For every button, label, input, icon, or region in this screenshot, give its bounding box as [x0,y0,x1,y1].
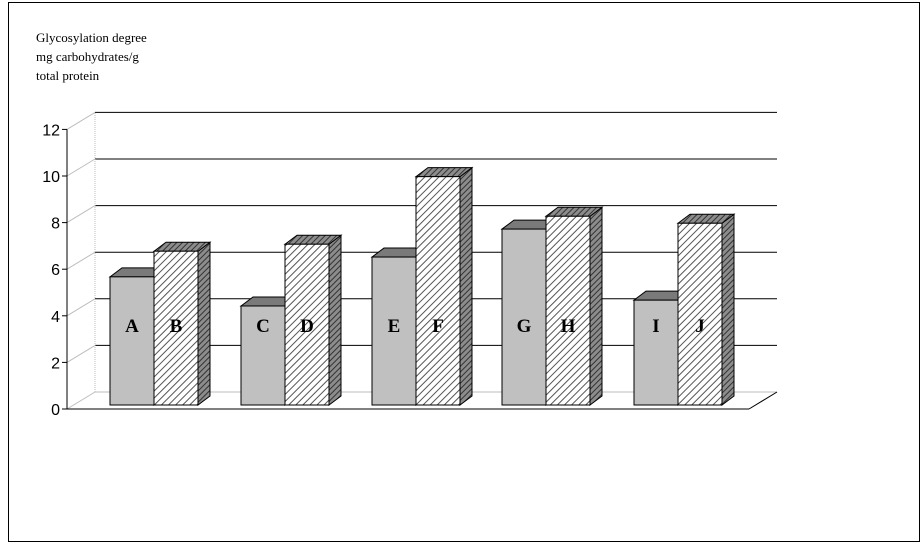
y-axis-title: Glycosylation degree mg carbohydrates/g … [36,28,147,85]
bar-label-E: E [388,316,401,337]
bar-label-I: I [652,316,659,337]
bar-side-face [459,166,473,406]
bar-J [676,213,736,406]
y-tick-label: 2 [51,355,60,372]
bar-label-A: A [125,316,139,337]
bar-side-face [197,241,211,406]
bar-front-face [240,305,286,406]
bar-layer [108,166,736,406]
bar-side-face [589,206,603,406]
bar-label-F: F [432,316,444,337]
grid-depth-line [66,158,96,177]
bar-label-D: D [300,316,314,337]
bar-front-face [501,228,547,406]
grid-depth-line [66,111,96,130]
bar-front-face [415,176,461,406]
bar-F [414,166,474,406]
bar-side-face [328,234,342,406]
bar-H [544,206,604,406]
y-axis-title-line-3: total protein [36,68,100,83]
y-tick-label: 0 [51,402,60,419]
y-tick-label: 4 [51,309,60,326]
y-axis-title-line-2: mg carbohydrates/g [36,49,139,64]
bar-front-face [284,243,330,406]
bar-front-face [545,215,591,406]
grid-depth-line [66,391,96,410]
bar-side-face [721,213,735,406]
bar-front-face [109,276,155,406]
grid-depth-line [66,298,96,317]
grid-depth-line [66,344,96,363]
y-tick-label: 8 [51,216,60,233]
y-tick-label: 12 [42,122,60,139]
y-tick-label: 10 [42,169,60,186]
axis-layer: 0 2 4 6 8 10 12 [42,122,778,419]
grid-depth-line [66,205,96,224]
y-axis-title-line-1: Glycosylation degree [36,30,147,45]
bar-label-C: C [256,316,270,337]
bar-label-H: H [561,316,576,337]
y-tick-label: 6 [51,262,60,279]
bar-label-B: B [170,316,183,337]
bar-D [283,234,343,406]
label-layer: A B C D E F G H I J [125,316,705,337]
bar-front-face [153,250,199,406]
bar-B [152,241,212,406]
bar-front-face [677,222,723,406]
bar-front-face [633,299,679,406]
bar-front-face [371,256,417,406]
floor-right-edge [748,391,778,410]
bar-label-G: G [517,316,532,337]
grid-depth-line [66,251,96,270]
bar-label-J: J [695,316,705,337]
